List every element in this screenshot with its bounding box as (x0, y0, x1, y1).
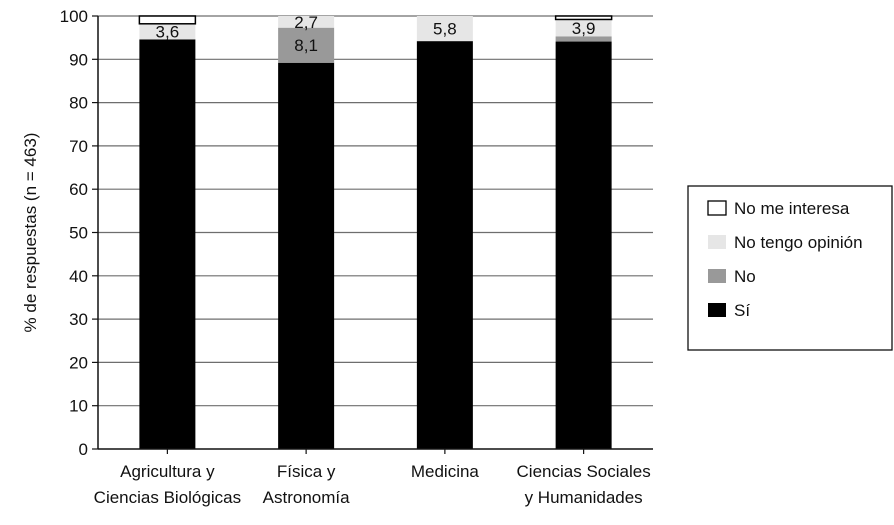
y-tick-label: 80 (69, 94, 88, 113)
bar-segment (416, 16, 473, 42)
x-tick-label: Agricultura y (120, 462, 215, 481)
bar-segment (555, 36, 612, 42)
y-tick-label: 90 (69, 50, 88, 69)
y-tick-label: 0 (79, 440, 88, 459)
bar-segment (555, 41, 612, 450)
bar-segment (554, 15, 613, 21)
x-tick-label: Ciencias Sociales (517, 462, 651, 481)
legend-label: No tengo opinión (734, 233, 863, 252)
x-axis: Agricultura y Ciencias Biológicas Física y… (94, 448, 653, 507)
bar-segment (555, 19, 612, 37)
bar-segment (138, 15, 197, 25)
y-tick-label: 50 (69, 224, 88, 243)
x-tick-label: Ciencias Biológicas (94, 488, 241, 507)
bar-segment (278, 62, 335, 449)
bar-segment (278, 27, 335, 63)
legend: No me interesa No tengo opinión No Sí (687, 185, 893, 351)
legend-label: No me interesa (734, 199, 850, 218)
bar-segment (139, 23, 196, 40)
legend-label: No (734, 267, 756, 286)
legend-swatch (708, 269, 726, 283)
y-tick-label: 30 (69, 310, 88, 329)
bar-segment (278, 16, 335, 28)
data-label: 3,6 (156, 23, 180, 42)
data-label: 2,7 (294, 13, 318, 32)
bar-segment (416, 41, 473, 449)
y-axis: 0 10 20 30 40 50 60 70 80 90 100 (60, 7, 99, 459)
data-label: 8,1 (294, 36, 318, 55)
x-tick-label: Física y (277, 462, 336, 481)
y-tick-label: 10 (69, 397, 88, 416)
x-tick-label: Medicina (411, 462, 480, 481)
y-tick-label: 40 (69, 267, 88, 286)
y-tick-label: 60 (69, 180, 88, 199)
y-tick-label: 20 (69, 353, 88, 372)
legend-swatch (708, 235, 726, 249)
legend-swatch (707, 200, 727, 216)
x-tick-label: Astronomía (263, 488, 350, 507)
data-label: 3,9 (572, 19, 596, 38)
bars: 3,6 2,7 8,1 5,8 3,9 (138, 13, 613, 450)
legend-swatch (708, 303, 726, 317)
y-tick-label: 100 (60, 7, 88, 26)
legend-label: Sí (734, 301, 750, 320)
x-tick-label: y Humanidades (525, 488, 643, 507)
bar-segment (139, 39, 196, 450)
y-tick-label: 70 (69, 137, 88, 156)
data-label: 5,8 (433, 20, 457, 39)
y-axis-label: % de respuestas (n = 463) (21, 133, 40, 333)
